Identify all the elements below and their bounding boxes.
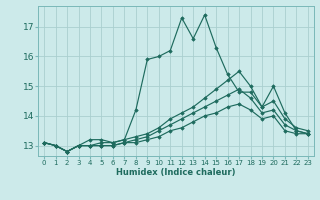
- X-axis label: Humidex (Indice chaleur): Humidex (Indice chaleur): [116, 168, 236, 177]
